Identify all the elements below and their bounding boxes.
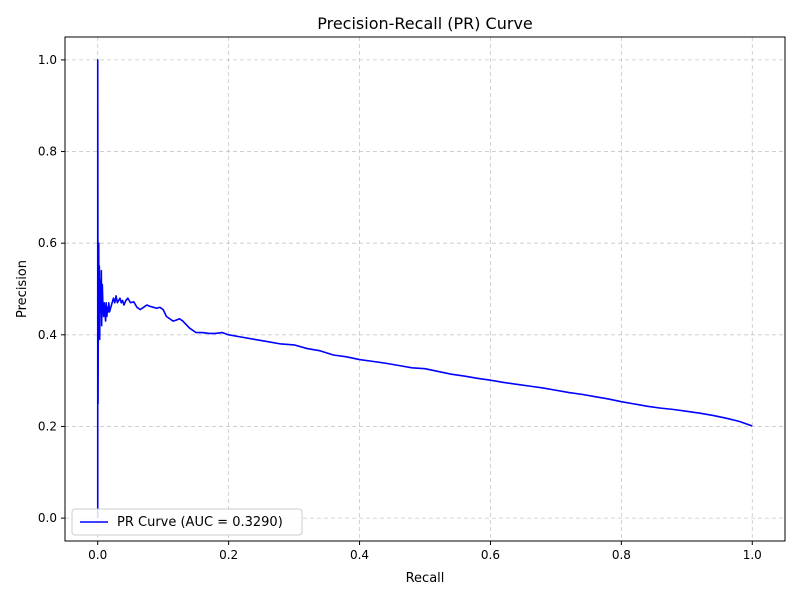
y-tick-label: 0.0 (38, 511, 57, 525)
series-line-pr-curve (96, 59, 753, 519)
y-tick-label: 0.8 (38, 145, 57, 159)
y-axis-label: Precision (15, 260, 30, 318)
x-axis-ticks: 0.0 0.2 0.4 0.6 0.8 1.0 (88, 541, 762, 562)
x-tick-label: 0.4 (350, 548, 369, 562)
y-tick-label: 0.6 (38, 236, 57, 250)
grid (65, 37, 785, 541)
legend: PR Curve (AUC = 0.3290) (71, 508, 303, 536)
legend-box (71, 508, 303, 536)
x-tick-label: 0.6 (481, 548, 500, 562)
x-tick-label: 0.0 (88, 548, 107, 562)
y-axis-ticks: 0.0 0.2 0.4 0.6 0.8 1.0 (38, 53, 65, 525)
y-tick-label: 0.2 (38, 419, 57, 433)
x-axis-label: Recall (406, 571, 445, 586)
x-tick-label: 0.8 (612, 548, 631, 562)
series-group (96, 59, 753, 519)
x-tick-label: 0.2 (219, 548, 238, 562)
chart-title: Precision-Recall (PR) Curve (317, 14, 533, 33)
legend-entry-pr-curve: PR Curve (AUC = 0.3290) (117, 515, 283, 530)
y-tick-label: 1.0 (38, 53, 57, 67)
x-tick-label: 1.0 (743, 548, 762, 562)
plot-frame (64, 36, 786, 542)
y-tick-label: 0.4 (38, 328, 57, 342)
